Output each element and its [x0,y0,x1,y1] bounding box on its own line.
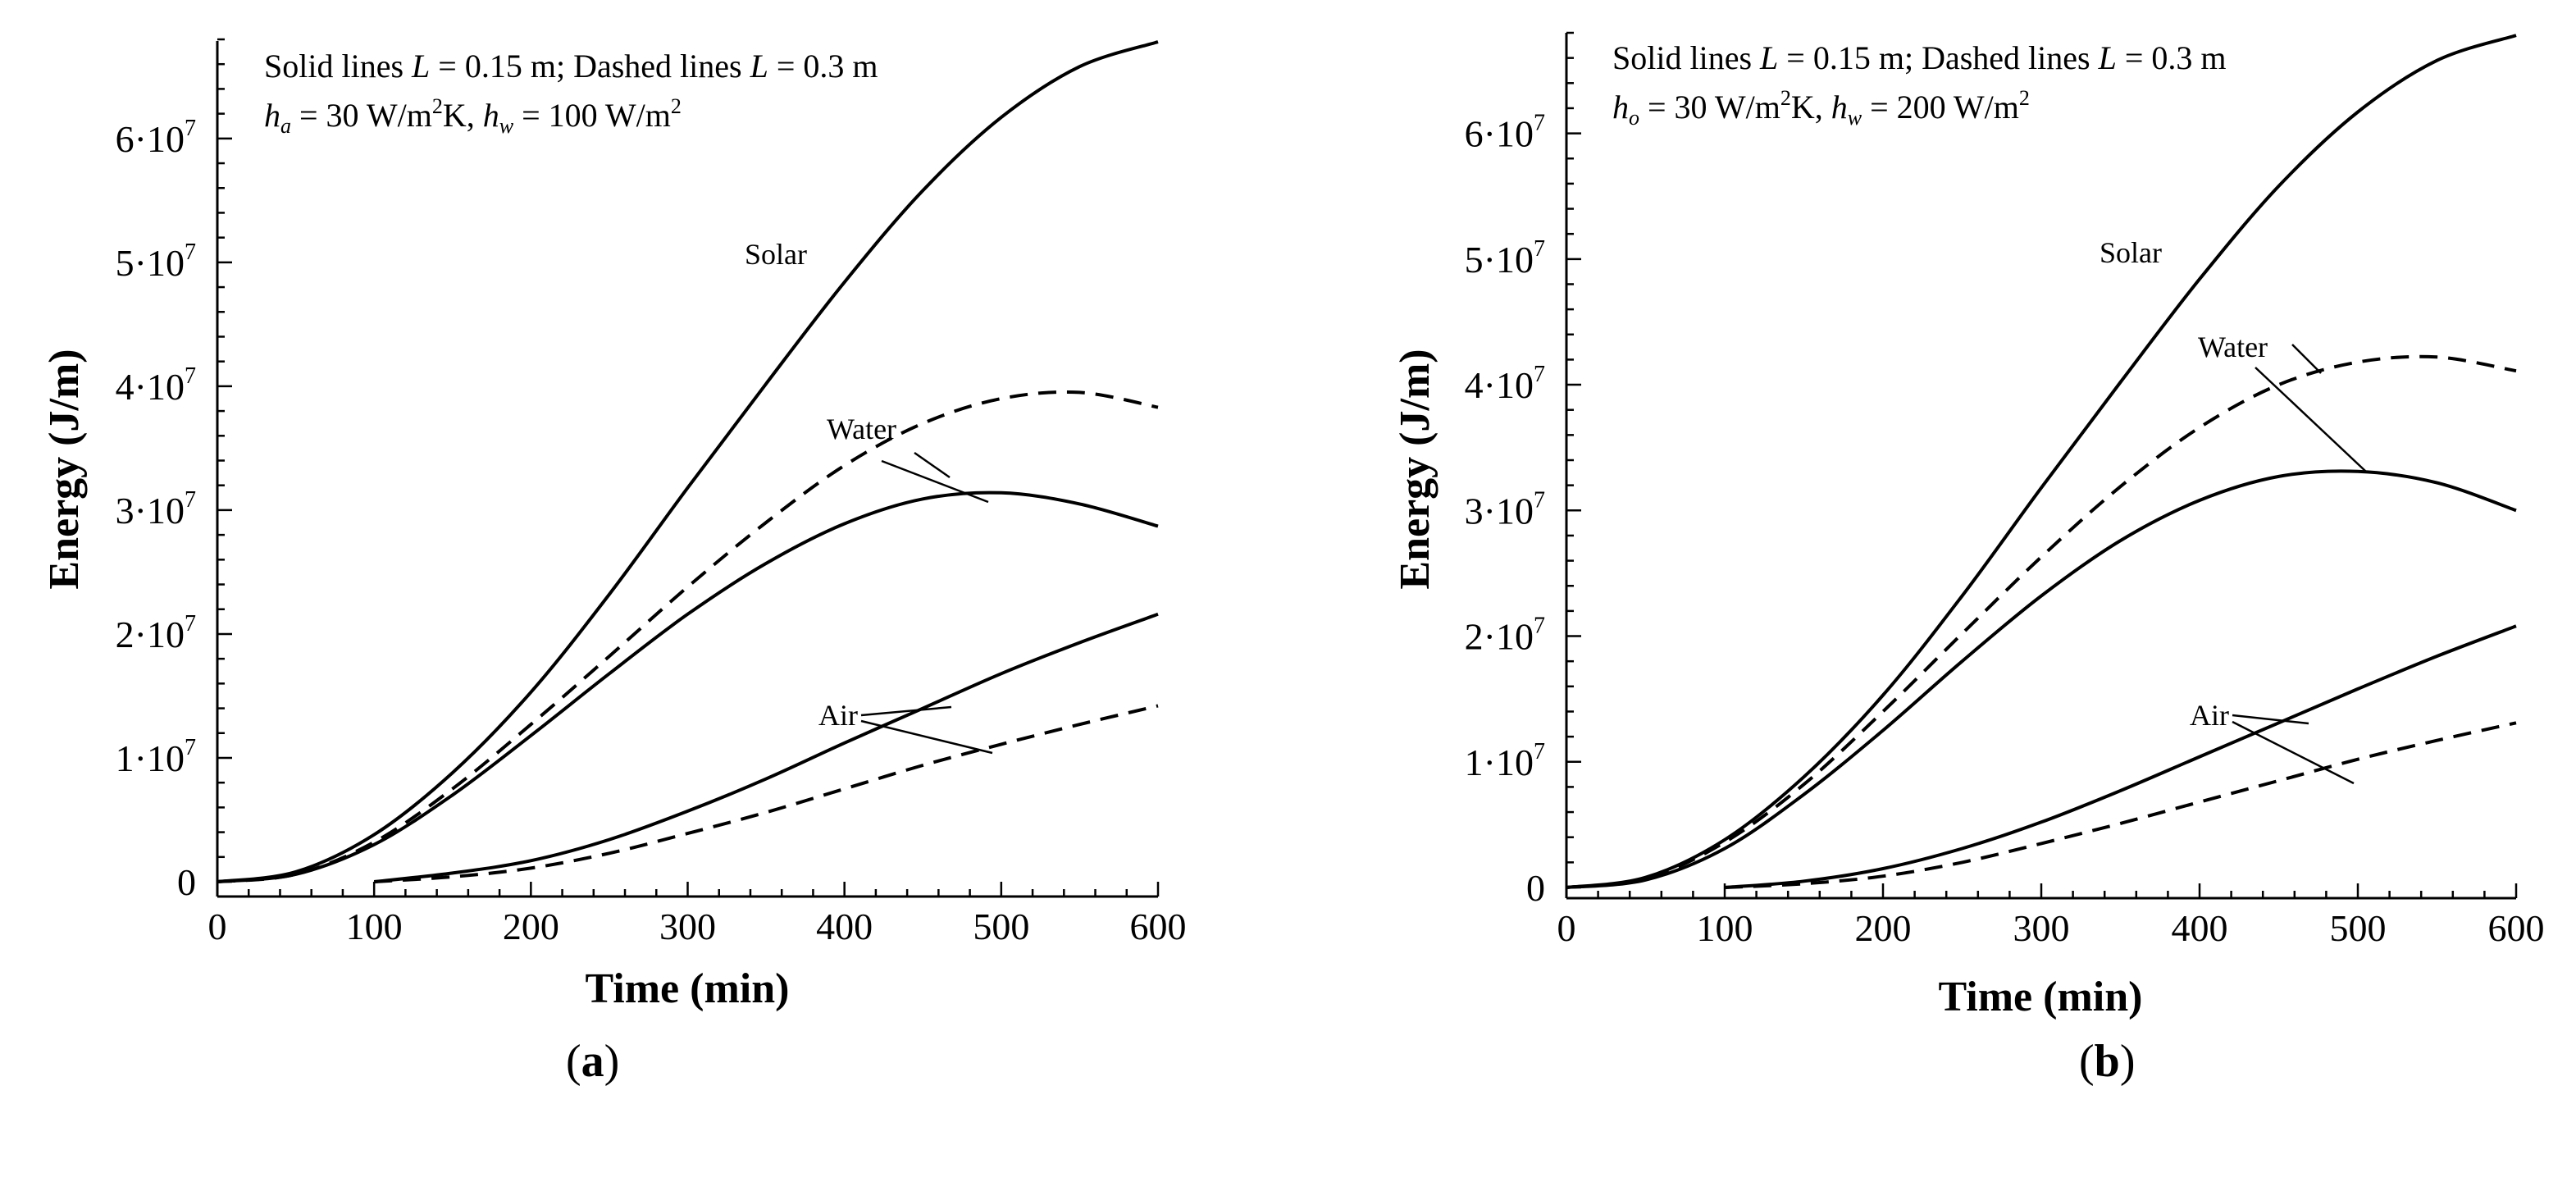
x-tick-label: 500 [2330,907,2387,949]
annotation-air: Air [818,699,858,732]
x-tick-label: 300 [659,906,716,947]
y-tick-label: 2·107 [1465,614,1545,658]
x-tick-label: 200 [503,906,559,947]
panel-label-b: (b) [2079,1036,2136,1087]
x-tick-label: 400 [2172,907,2228,949]
air-leader-dashed [2232,720,2355,785]
y-ticks: 0 1·107 2·107 3·107 4·107 5·107 6·107 [116,38,232,903]
x-tick-label: 0 [208,906,227,947]
annotation-solar: Solar [745,238,807,271]
series-line-water-l-0-15-m [217,490,1159,883]
legend-line-2: ho = 30 W/m2K, hw = 200 W/m2 [1612,86,2030,130]
y-tick-label: 6·107 [1465,111,1545,155]
x-tick-label: 200 [1855,907,1912,949]
x-ticks: 0 100 200 300 400 500 600 [1557,883,2545,949]
y-tick-label: 4·107 [1465,362,1545,406]
series-line-water-l-0-3-m [1566,354,2517,889]
y-tick-label: 0 [1526,867,1545,909]
air-leader-solid [2232,714,2309,725]
y-ticks: 0 1·107 2·107 3·107 4·107 5·107 6·107 [1465,31,1581,909]
x-axis-label: Time (min) [586,965,790,1012]
x-tick-label: 0 [1557,907,1576,949]
y-axis-label: Energy (J/m) [41,349,88,589]
series-line-air-l-0-15-m [373,612,1159,883]
legend-line-1: Solid lines L = 0.15 m; Dashed lines L =… [1612,39,2227,76]
series-group [1566,34,2517,889]
x-tick-label: 100 [346,906,403,947]
legend-line-1: Solid lines L = 0.15 m; Dashed lines L =… [264,48,878,84]
y-tick-label: 3·107 [116,487,196,532]
annotation-solar: Solar [2100,236,2162,269]
y-axis-label: Energy (J/m) [1392,349,1438,589]
y-tick-label: 6·107 [116,116,196,160]
series-line-solar-l-0-15-m [217,40,1159,883]
y-tick-label: 5·107 [1465,236,1545,281]
annotation-air: Air [2190,699,2229,732]
series-line-water-l-0-15-m [1566,469,2517,889]
annotation-water: Water [827,413,896,445]
x-tick-label: 500 [973,906,1029,947]
x-tick-label: 400 [816,906,873,947]
series-line-solar-l-0-15-m [1566,34,2517,889]
chart-panel-b: 0 1·107 2·107 3·107 4·107 5·107 6·107 0 100 200 3… [1392,31,2545,1020]
annotation-water: Water [2198,331,2268,363]
x-axis-label: Time (min) [1939,974,2143,1020]
water-leader-solid [2255,367,2367,472]
panel-label-a: (a) [566,1036,620,1087]
x-ticks: 0 100 200 300 400 500 600 [208,882,1187,947]
y-tick-label: 5·107 [116,240,196,284]
chart-panel-a: 0 1·107 2·107 3·107 4·107 5·107 6·107 0 100 200 3… [41,38,1187,1012]
series-line-air-l-0-3-m [1724,721,2517,889]
water-leader-dashed [2291,344,2322,374]
series-group [217,40,1159,883]
water-leader-dashed [914,451,951,479]
series-line-air-l-0-3-m [374,704,1159,883]
y-tick-label: 2·107 [116,611,196,655]
y-tick-label: 1·107 [1465,739,1545,783]
x-tick-label: 100 [1697,907,1753,949]
x-tick-label: 600 [1130,906,1187,947]
water-leader-solid [881,459,989,504]
y-tick-label: 1·107 [116,735,196,779]
y-tick-label: 4·107 [116,363,196,408]
x-tick-label: 600 [2488,907,2545,949]
series-line-air-l-0-15-m [1724,624,2517,889]
y-tick-label: 0 [177,861,196,903]
series-line-water-l-0-3-m [217,390,1159,883]
air-leader-solid [860,705,952,717]
air-leader-dashed [860,719,993,755]
x-tick-label: 300 [2013,907,2070,949]
legend-line-2: ha = 30 W/m2K, hw = 100 W/m2 [264,94,682,138]
y-tick-label: 3·107 [1465,487,1545,532]
